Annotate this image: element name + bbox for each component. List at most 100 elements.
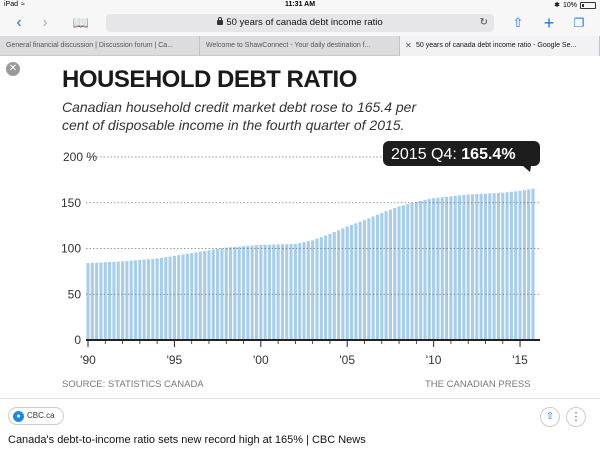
device-name: iPad (4, 1, 19, 8)
x-tick-label: '00 (253, 353, 269, 367)
chart-bar (518, 190, 522, 340)
battery-icon (580, 1, 596, 9)
chart-bar (349, 224, 354, 340)
chart-bar (276, 244, 280, 340)
credit-label: THE CANADIAN PRESS (425, 379, 531, 390)
chart-bar (380, 212, 384, 340)
annotation-prefix: 2015 Q4: (391, 146, 461, 163)
chart-bar (121, 261, 125, 340)
chart-bar (432, 198, 436, 340)
chart-bar (466, 194, 470, 340)
chart-bar (483, 193, 488, 340)
address-bar[interactable]: 50 years of canada debt income ratio ↻ (106, 14, 494, 32)
chart-bar (453, 195, 457, 340)
chart-bar (393, 208, 397, 340)
share-image-icon[interactable]: ⇧ (540, 407, 560, 427)
chart-bar (263, 244, 267, 340)
chart-bar (410, 202, 414, 340)
chart-bar (388, 209, 392, 340)
browser-toolbar: ‹ › 📖 50 years of canada debt income rat… (0, 11, 600, 36)
chart-bar (246, 245, 250, 340)
image-caption[interactable]: Canada's debt-to-income ratio sets new r… (8, 434, 366, 446)
chart-bar (95, 262, 99, 340)
source-label: SOURCE: STATISTICS CANADA (62, 379, 204, 390)
site-chip[interactable]: ● CBC.ca (8, 407, 64, 425)
chart-bar (280, 244, 284, 340)
back-arrow-icon[interactable]: ‹ (16, 14, 22, 31)
chart-bar (341, 228, 345, 340)
lock-icon (217, 17, 224, 25)
new-tab-plus-icon[interactable]: + (543, 13, 555, 33)
chart-bar (194, 252, 198, 340)
chart-bar (436, 197, 440, 340)
chart-bar (224, 247, 228, 340)
y-tick-label: 150 (61, 196, 81, 210)
chart-bar (375, 214, 380, 340)
bookmarks-book-icon[interactable]: 📖 (72, 15, 90, 30)
y-tick-label: 50 (68, 287, 82, 301)
share-icon[interactable]: ⇧ (512, 15, 524, 30)
chart-bar (354, 223, 358, 340)
chart-bar (233, 246, 237, 340)
chart-bar (250, 245, 254, 340)
status-time: 11:31 AM (284, 1, 316, 8)
chart-bar (332, 232, 336, 340)
tab-close-icon[interactable]: ✕ (405, 41, 412, 50)
chart-bar (462, 194, 466, 340)
chart-bar (367, 218, 371, 340)
chart-bar (362, 220, 367, 340)
chart-bar (211, 249, 215, 340)
y-tick-label: 100 (61, 242, 81, 256)
chart-bar (293, 243, 297, 340)
chart-bar (319, 237, 323, 340)
chart-bar (99, 262, 103, 340)
chart-bar (531, 188, 535, 340)
chart-bar (527, 189, 531, 340)
x-tick-label: '10 (426, 353, 442, 367)
chart-bar (311, 240, 315, 340)
chart-bar (272, 244, 276, 340)
chart-bar (112, 261, 116, 340)
chart-bar (298, 243, 302, 340)
tabs-overview-icon[interactable]: ❐ (573, 16, 585, 30)
chart-bar (168, 256, 172, 340)
chart-bar (103, 262, 107, 340)
annotation-value: 165.4% (461, 146, 515, 163)
chart-bar (423, 200, 427, 340)
chart-bar (514, 191, 518, 340)
chart-bar (289, 244, 293, 340)
wifi-icon: ≈ (21, 1, 25, 8)
chart-bar (345, 226, 349, 340)
more-options-icon[interactable]: ⋮ (566, 407, 586, 427)
chart-bar (458, 195, 462, 340)
chart-bar (337, 230, 341, 340)
chart-bar (172, 255, 176, 340)
x-tick-label: '15 (512, 353, 528, 367)
tab-google-search[interactable]: ✕ 50 years of canada debt income ratio -… (400, 36, 600, 56)
chart-bar (479, 193, 483, 340)
chart-bar (501, 192, 505, 340)
chart-bar (185, 253, 189, 340)
chart-bar (505, 192, 509, 340)
tab-label: General financial discussion | Discussio… (6, 42, 174, 49)
x-tick-label: '90 (80, 353, 96, 367)
reload-icon[interactable]: ↻ (479, 17, 488, 28)
chart-subhead: Canadian household credit market debt ro… (62, 99, 417, 133)
close-viewer-icon[interactable]: ✕ (6, 62, 20, 76)
chart-bar (384, 211, 388, 340)
chart-bar (198, 251, 202, 340)
tab-label: 50 years of canada debt income ratio - G… (416, 42, 577, 49)
chart-bar (406, 204, 410, 340)
debt-ratio-chart: 200 % 150 100 50 0 '90 '95 '00 '05 '10 '15 2015 Q4:… (61, 141, 540, 367)
bluetooth-icon: ✱ (554, 2, 560, 9)
chart-bar (522, 190, 526, 340)
forward-arrow-icon[interactable]: › (42, 14, 48, 31)
chart-bar (397, 206, 401, 340)
tab-shawconnect[interactable]: Welcome to ShawConnect - Your daily dest… (200, 36, 400, 56)
chart-bar (108, 262, 112, 340)
chart-bar (133, 260, 138, 340)
chart-bar (129, 260, 133, 340)
tab-discussion-forum[interactable]: General financial discussion | Discussio… (0, 36, 200, 56)
chart-bar (177, 255, 181, 340)
chart-bar (220, 248, 224, 340)
